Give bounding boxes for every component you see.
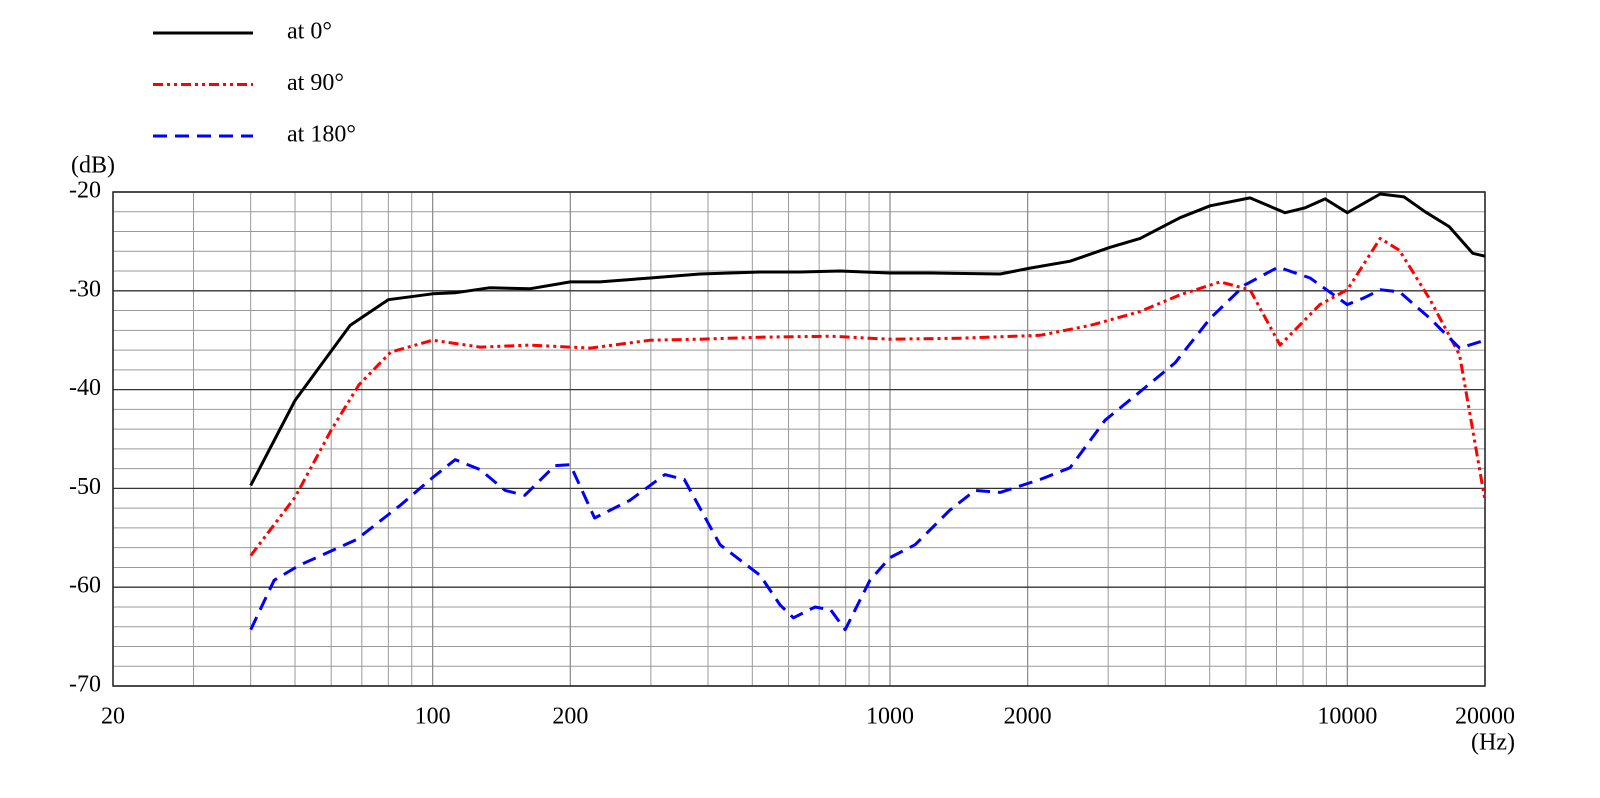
- x-tick-label: 20: [101, 704, 125, 730]
- x-tick-label: 100: [415, 704, 451, 730]
- series-line: [249, 192, 1486, 487]
- plot-frame: [112, 191, 1486, 687]
- series-line: [249, 236, 1487, 557]
- x-tick-label: 2000: [1004, 704, 1052, 730]
- x-tick-label: 200: [552, 704, 588, 730]
- y-tick-label: -60: [69, 573, 101, 599]
- y-tick-label: -20: [69, 178, 101, 204]
- legend-label: at 0°: [287, 19, 332, 45]
- series-line: [249, 265, 1486, 632]
- x-tick-label: 1000: [866, 704, 914, 730]
- legend-label: at 180°: [287, 122, 356, 148]
- y-axis-label: (dB): [71, 153, 115, 179]
- x-axis-label: (Hz): [1471, 730, 1515, 756]
- y-tick-label: -70: [69, 672, 101, 698]
- x-tick-label: 10000: [1317, 704, 1377, 730]
- x-tick-label: 20000: [1455, 704, 1515, 730]
- legend-label: at 90°: [287, 70, 344, 96]
- y-tick-label: -50: [69, 474, 101, 500]
- y-tick-label: -40: [69, 375, 101, 401]
- y-tick-label: -30: [69, 276, 101, 302]
